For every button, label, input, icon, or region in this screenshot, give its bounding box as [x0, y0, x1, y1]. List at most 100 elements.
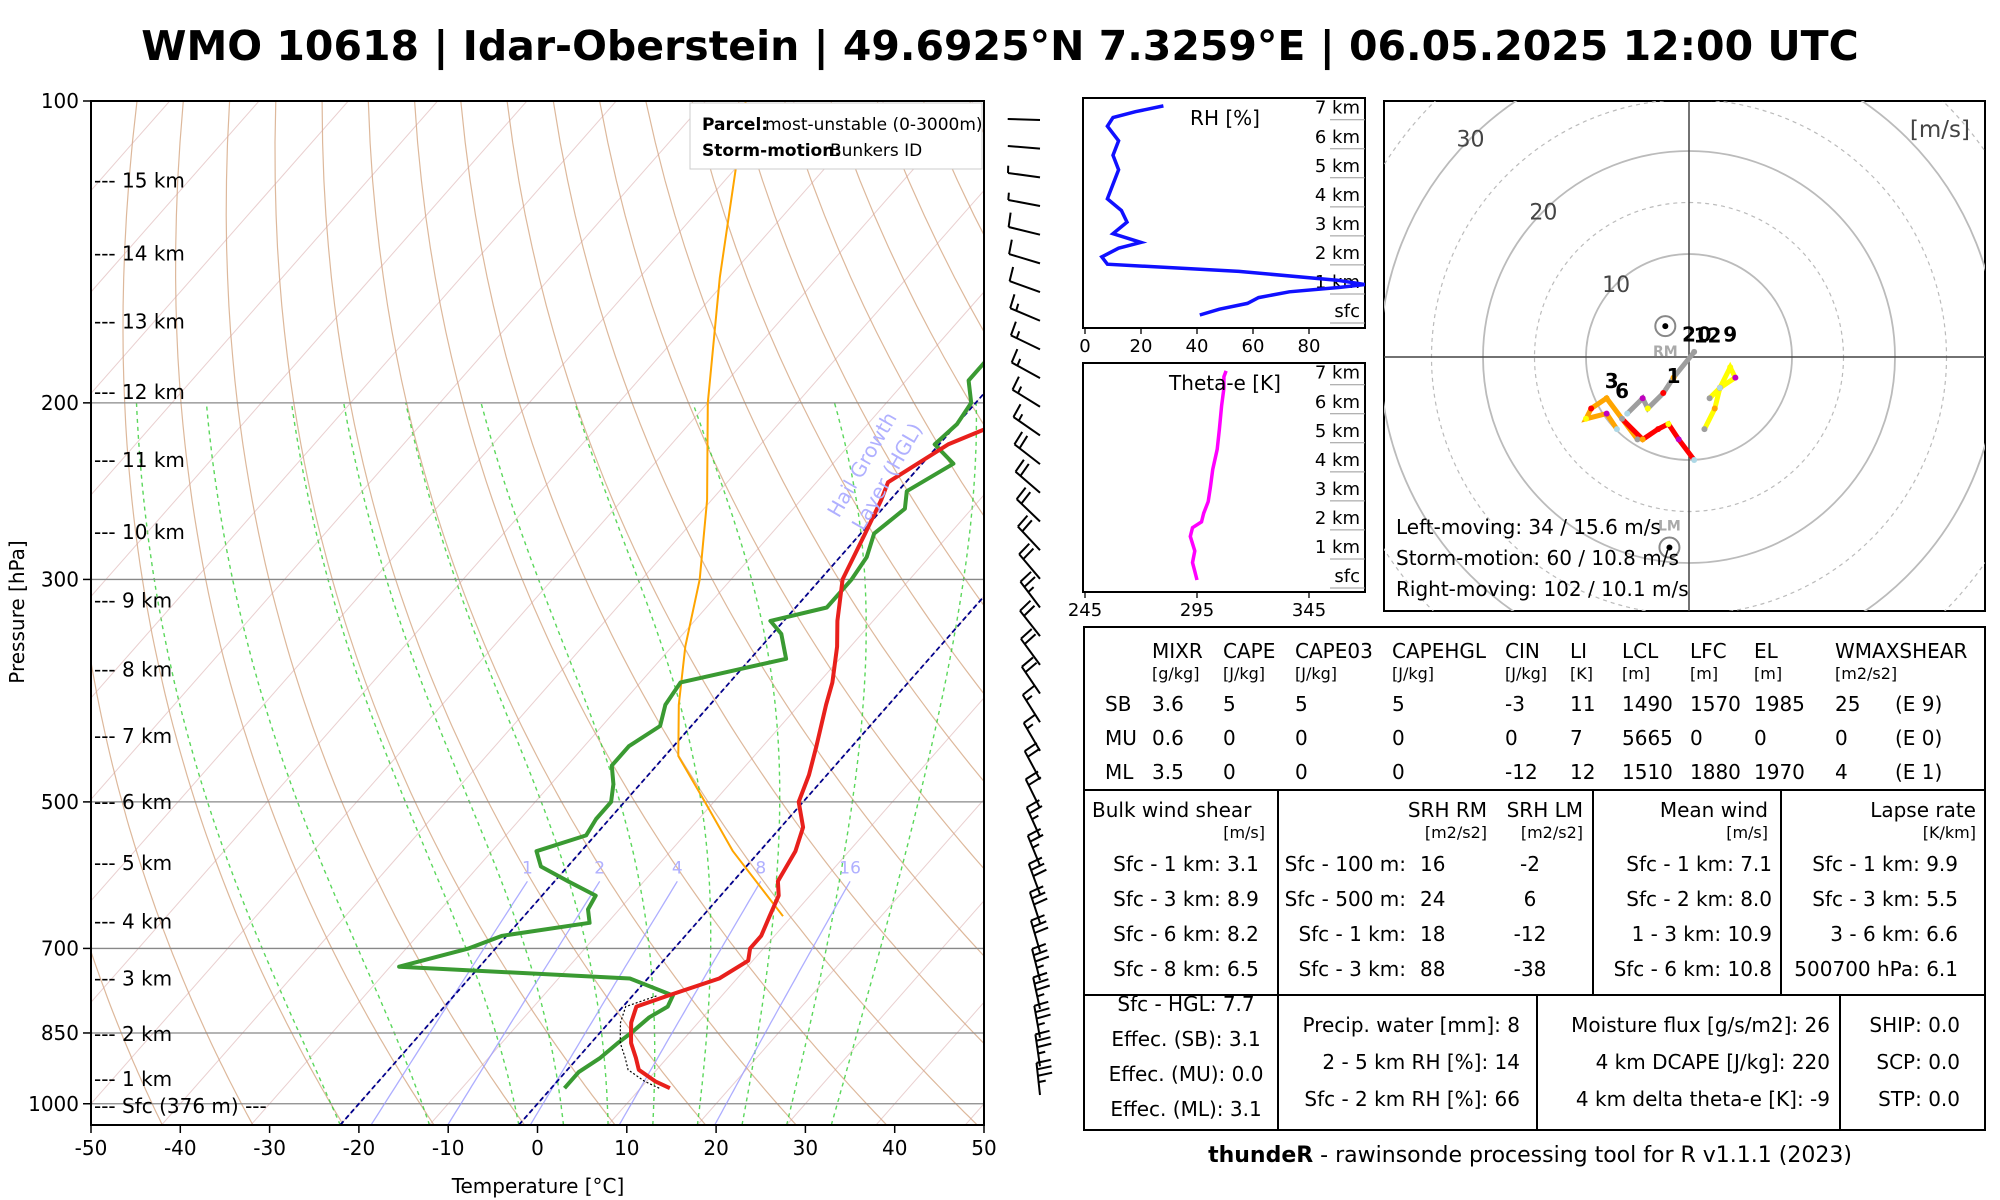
indices-cell: 12: [1570, 760, 1595, 784]
barb-staff: [1023, 750, 1041, 781]
barb-flag: [1018, 542, 1030, 555]
barb-half-flag: [1038, 1079, 1046, 1084]
dry-adiabat: [506, 101, 984, 1045]
wind-barb: [1035, 1058, 1053, 1096]
mixing-ratio-label: 2: [594, 858, 605, 878]
wind-barb: [1022, 713, 1041, 752]
barb-staff: [1012, 416, 1041, 437]
moisture-row: Precip. water [mm]: 8: [1303, 1013, 1521, 1037]
hodograph-point: [1619, 415, 1626, 422]
hodograph-ring-label: 30: [1457, 128, 1485, 153]
shear-row: Sfc - 1 km: 3.1: [1113, 852, 1259, 876]
shear-title: Bulk wind shear: [1092, 798, 1252, 822]
dry-adiabat: [367, 101, 797, 1125]
srh-rm-value: 88: [1420, 957, 1445, 981]
barb-flag: [1012, 403, 1022, 418]
rh-x-tick-label: 40: [1186, 336, 1209, 357]
storm-motion-stat: Storm-motion: 60 / 10.8 m/s: [1396, 546, 1679, 570]
wind-barb: [1024, 770, 1042, 809]
indices-cell: 0: [1295, 760, 1308, 784]
barb-staff: [1009, 307, 1041, 322]
theta-e-frame: [1082, 362, 1366, 593]
barb-flag: [1033, 897, 1048, 906]
height-label: --- 6 km: [94, 790, 172, 814]
barb-staff: [1021, 694, 1041, 723]
hodograph-point: [1655, 426, 1662, 433]
barb-flag: [1028, 856, 1043, 865]
height-label: --- 14 km: [94, 242, 185, 266]
barb-half-flag: [1017, 386, 1023, 394]
skewt-profiles: [397, 101, 984, 1091]
barb-half-flag: [1007, 192, 1010, 201]
barb-flag: [1008, 266, 1015, 282]
indices-header: CIN: [1505, 639, 1540, 663]
theta-e-title: Theta-e [K]: [1168, 371, 1281, 395]
barb-staff: [1013, 443, 1041, 465]
right-moving-stat: Right-moving: 102 / 10.1 m/s: [1396, 577, 1689, 601]
isotherm: [91, 101, 528, 598]
barb-flag: [1019, 571, 1032, 583]
barb-staff: [1008, 226, 1041, 236]
indices-cell: 1970: [1754, 760, 1805, 784]
rh-title: RH [%]: [1190, 106, 1260, 130]
indices-header: WMAXSHEAR: [1835, 639, 1967, 663]
hodograph-point: [1644, 405, 1651, 412]
x-tick-label: 50: [971, 1136, 996, 1160]
barb-staff: [1009, 280, 1041, 293]
skewt-diagram: 1 2 4 8 16 -50 -40 -30 -20 -10 0 10 20 30 40 50 100 200 3…: [5, 89, 997, 1198]
barb-staff: [1033, 1005, 1041, 1038]
height-label: --- Sfc (376 m) ---: [94, 1094, 267, 1118]
barb-staff: [1021, 666, 1041, 695]
moist-adiabat: [135, 402, 341, 1125]
mixing-ratio-label: 16: [839, 858, 861, 878]
isotherm: [91, 101, 438, 496]
wind-barb: [1012, 403, 1041, 437]
theta-e-height-label: 2 km: [1315, 508, 1360, 529]
rh-height-label: 6 km: [1315, 127, 1360, 148]
isotherm: [91, 101, 260, 293]
indices-unit: [J/kg]: [1295, 664, 1337, 683]
rh-height-label: 5 km: [1315, 156, 1360, 177]
indices-cell: 1985: [1754, 692, 1805, 716]
barb-flag: [1022, 547, 1035, 560]
hodograph-height-label: 1: [1667, 364, 1681, 388]
barb-flag: [1034, 926, 1049, 934]
wind-barb: [1007, 144, 1041, 150]
hodograph-ring-label: 10: [1602, 273, 1630, 298]
hodograph-point: [1639, 395, 1646, 402]
indices-unit: [K]: [1570, 664, 1593, 683]
mixing-ratio-label: 1: [522, 858, 533, 878]
storm-motion-dot: [1662, 323, 1669, 330]
barb-flag: [1034, 955, 1050, 963]
y-tick-label: 700: [41, 936, 79, 960]
barb-flag: [1032, 920, 1047, 928]
barb-staff: [1035, 1062, 1041, 1096]
hodograph-point: [1691, 457, 1698, 463]
theta-e-height-label: sfc: [1334, 566, 1360, 587]
height-label: --- 13 km: [94, 310, 185, 334]
barb-half-flag: [1032, 843, 1040, 849]
theta-e-curve: [1188, 370, 1228, 581]
hodograph-segment: [1581, 394, 1640, 442]
wind-barb: [1021, 685, 1041, 723]
moist-adiabat: [480, 402, 656, 1125]
srh-row-label: Sfc - 1 km:: [1298, 922, 1406, 946]
indices-cell: 3.5: [1152, 760, 1184, 784]
hodograph-point: [1727, 364, 1734, 371]
barb-staff: [1024, 778, 1041, 809]
isotherm: [91, 101, 706, 801]
dry-adiabat: [91, 949, 163, 1125]
legend-storm-value: Bunkers ID: [830, 141, 922, 161]
indices-cell: 0: [1392, 726, 1405, 750]
wind-barb: [1025, 799, 1043, 838]
srh-rm-value: 16: [1420, 852, 1445, 876]
indices-cell: 5: [1223, 692, 1236, 716]
height-label: --- 15 km: [94, 168, 185, 192]
srh-lm-value: 6: [1524, 887, 1537, 911]
wind-barb: [1007, 117, 1041, 121]
dry-adiabat: [552, 101, 984, 957]
indices-cell: 11: [1570, 692, 1595, 716]
